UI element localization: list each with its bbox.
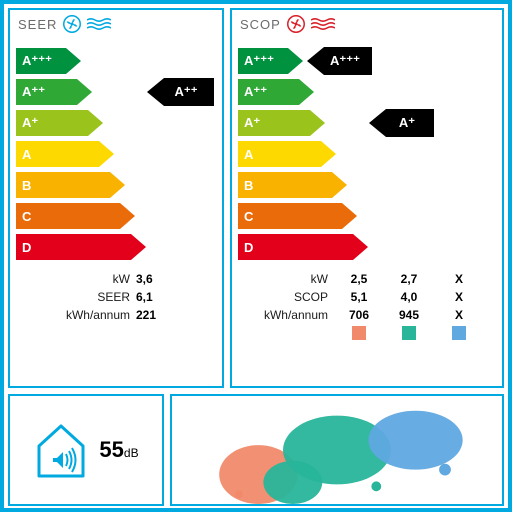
spec-row: kWh/annum221	[16, 306, 216, 324]
scop-rating-arrow: A⁺	[386, 109, 434, 137]
sound-db-unit: dB	[124, 446, 139, 460]
spec-row: kW3,6	[16, 270, 216, 288]
climate-swatch	[352, 326, 366, 340]
spec-row: kWh/annum706945X	[238, 306, 496, 324]
sound-panel: 55dB	[8, 394, 164, 506]
efficiency-bar: A⁺	[16, 110, 216, 136]
seer-specs: kW3,6SEER6,1kWh/annum221	[16, 270, 216, 324]
spec-row: SCOP5,14,0X	[238, 288, 496, 306]
efficiency-bar: A⁺⁺⁺	[16, 48, 216, 74]
fan-cool-icon	[63, 15, 81, 33]
bottom-row: 55dB	[8, 394, 504, 506]
sound-value: 55dB	[99, 437, 138, 463]
efficiency-bar: A⁺⁺	[238, 79, 496, 105]
climate-legend-row	[238, 324, 496, 342]
seer-header: SEER	[18, 14, 216, 34]
scop-panel: SCOP A⁺⁺⁺A⁺⁺A⁺ABCDA⁺⁺⁺A⁺ kW2,52,7XSCOP5,…	[230, 8, 504, 388]
efficiency-bar: A	[16, 141, 216, 167]
sound-house-icon	[33, 418, 89, 482]
climate-swatch	[402, 326, 416, 340]
energy-label: SEER A⁺⁺⁺A⁺⁺A⁺ABCDA⁺⁺ kW3,6SEER6,1kWh/an…	[0, 0, 512, 512]
rating-panels: SEER A⁺⁺⁺A⁺⁺A⁺ABCDA⁺⁺ kW3,6SEER6,1kWh/an…	[8, 8, 504, 388]
heat-waves-icon	[311, 17, 335, 31]
seer-rating-arrow: A⁺⁺	[164, 78, 214, 106]
scop-rating-arrow: A⁺⁺⁺	[324, 47, 372, 75]
sound-db-number: 55	[99, 437, 123, 462]
efficiency-bar: B	[16, 172, 216, 198]
scop-title: SCOP	[240, 17, 281, 32]
seer-title: SEER	[18, 17, 57, 32]
efficiency-bar: C	[238, 203, 496, 229]
efficiency-bar: D	[16, 234, 216, 260]
scop-scale: A⁺⁺⁺A⁺⁺A⁺ABCDA⁺⁺⁺A⁺	[238, 48, 496, 268]
scop-header: SCOP	[240, 14, 496, 34]
climate-map-panel	[170, 394, 504, 506]
efficiency-bar: A⁺	[238, 110, 496, 136]
seer-scale: A⁺⁺⁺A⁺⁺A⁺ABCDA⁺⁺	[16, 48, 216, 268]
seer-panel: SEER A⁺⁺⁺A⁺⁺A⁺ABCDA⁺⁺ kW3,6SEER6,1kWh/an…	[8, 8, 224, 388]
efficiency-bar: D	[238, 234, 496, 260]
efficiency-bar: A	[238, 141, 496, 167]
climate-swatch	[452, 326, 466, 340]
spec-row: kW2,52,7X	[238, 270, 496, 288]
fan-heat-icon	[287, 15, 305, 33]
scop-specs: kW2,52,7XSCOP5,14,0XkWh/annum706945X	[238, 270, 496, 342]
efficiency-bar: B	[238, 172, 496, 198]
europe-map-icon	[172, 396, 502, 504]
cool-waves-icon	[87, 17, 111, 31]
efficiency-bar: C	[16, 203, 216, 229]
spec-row: SEER6,1	[16, 288, 216, 306]
